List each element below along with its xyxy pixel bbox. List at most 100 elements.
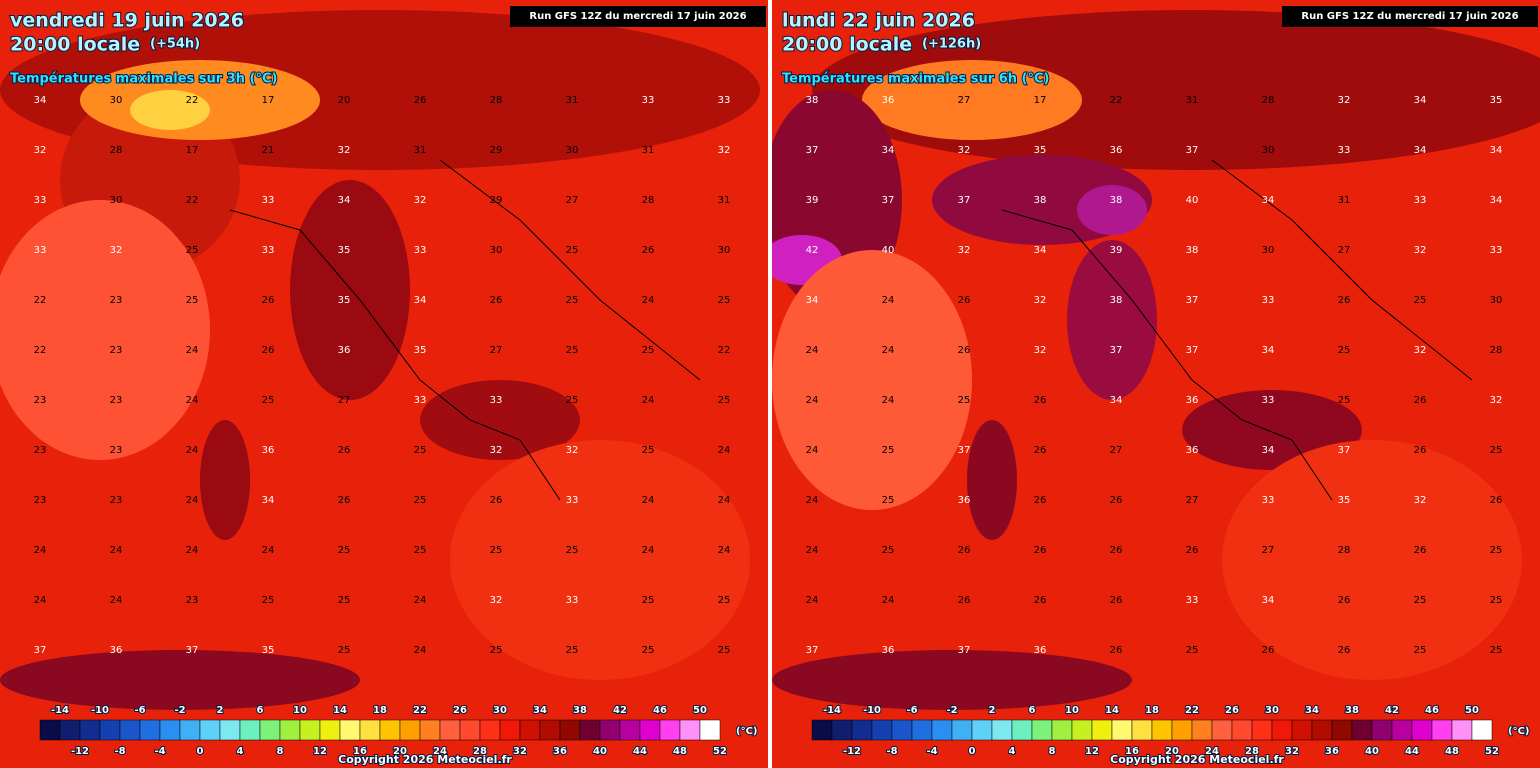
temperature-value: 34 [414,295,427,306]
temperature-value: 26 [1034,395,1047,406]
legend-swatch [1451,719,1473,741]
temperature-value: 25 [882,495,895,506]
temperature-value: 20 [338,95,351,106]
sea-zone [0,200,210,460]
temperature-value: 25 [262,595,275,606]
temperature-value: 36 [1034,645,1047,656]
temperature-value: 37 [806,645,819,656]
temperature-value: 25 [338,645,351,656]
legend-tick-label: 16 [353,746,367,757]
legend-swatch [1231,719,1253,741]
temperature-value: 26 [1262,645,1275,656]
temperature-value: 25 [566,395,579,406]
sea-zone [450,440,750,680]
legend-swatch [1111,719,1133,741]
temperature-value: 24 [806,345,819,356]
legend-swatch [971,719,993,741]
legend-tick-label: 32 [1285,746,1299,757]
legend-tick-label: 4 [237,746,244,757]
temperature-value: 25 [490,545,503,556]
temperature-value: 38 [1034,195,1047,206]
temperature-value: 33 [566,595,579,606]
temperature-value: 25 [1338,395,1351,406]
temperature-value: 24 [882,345,895,356]
legend-swatch [299,719,321,741]
forecast-date: vendredi 19 juin 2026 [10,10,244,32]
temperature-value: 32 [1034,345,1047,356]
legend-tick-label: 26 [453,705,467,716]
legend-tick-label: -12 [71,746,89,757]
temperature-value: 38 [806,95,819,106]
map-subtitle: Températures maximales sur 3h (°C) [10,72,277,87]
temperature-value: 37 [1110,345,1123,356]
temperature-value: 34 [1490,195,1503,206]
legend-swatch [1471,719,1493,741]
temperature-value: 34 [262,495,275,506]
legend-tick-label: 10 [1065,705,1079,716]
temperature-value: 26 [1490,495,1503,506]
temperature-value: 34 [1262,345,1275,356]
temperature-value: 42 [806,245,819,256]
temperature-value: 39 [1110,245,1123,256]
temperature-value: 33 [414,395,427,406]
coastline [1001,159,1473,501]
legend-tick-label: 48 [1445,746,1459,757]
temperature-value: 25 [718,395,731,406]
legend-tick-label: 42 [1385,705,1399,716]
temperature-value: 26 [1034,445,1047,456]
legend-swatch [811,719,833,741]
legend-tick-label: 24 [433,746,447,757]
legend-swatch [599,719,621,741]
temperature-value: 30 [1490,295,1503,306]
temperature-value: 38 [1186,245,1199,256]
temperature-value: 23 [110,345,123,356]
legend-swatch [1411,719,1433,741]
temperature-value: 32 [34,145,47,156]
temperature-value: 34 [1414,145,1427,156]
temperature-value: 33 [1338,145,1351,156]
temperature-value: 26 [262,345,275,356]
temperature-value: 36 [958,495,971,506]
temperature-value: 35 [414,345,427,356]
legend-swatch [1211,719,1233,741]
temperature-value: 36 [262,445,275,456]
legend-tick-label: 36 [553,746,567,757]
temperature-value: 24 [806,445,819,456]
temperature-value: 26 [1110,545,1123,556]
run-box [1282,6,1538,27]
temperature-value: 32 [1338,95,1351,106]
temperature-value: 37 [882,195,895,206]
temperature-value: 33 [718,95,731,106]
legend-tick-label: 20 [1165,746,1179,757]
temperature-value: 32 [958,245,971,256]
temperature-value: 28 [490,95,503,106]
temperature-value: 32 [958,145,971,156]
legend-swatch [39,719,61,741]
legend-swatch [279,719,301,741]
temperature-value: 27 [958,95,971,106]
legend-tick-label: 34 [533,705,547,716]
temperature-value: 24 [718,445,731,456]
temperature-value: 26 [338,495,351,506]
temperature-value: 35 [262,645,275,656]
temperature-value: 28 [1490,345,1503,356]
temperature-value: 25 [642,445,655,456]
legend-swatch [1311,719,1333,741]
map-subtitle: Températures maximales sur 6h (°C) [782,72,1049,87]
temperature-value: 25 [338,545,351,556]
temperature-value: 26 [338,445,351,456]
temperature-value: 31 [718,195,731,206]
temperature-value: 36 [338,345,351,356]
legend-tick-label: 38 [1345,705,1359,716]
legend-swatch [911,719,933,741]
temperature-value: 24 [110,545,123,556]
temperature-value: 21 [262,145,275,156]
temperature-value: 26 [958,595,971,606]
temperature-value: 30 [110,95,123,106]
legend-tick-label: 10 [293,705,307,716]
temperature-value: 26 [1034,495,1047,506]
legend-swatch [579,719,601,741]
temperature-value: 33 [490,395,503,406]
temperature-value: 24 [882,395,895,406]
